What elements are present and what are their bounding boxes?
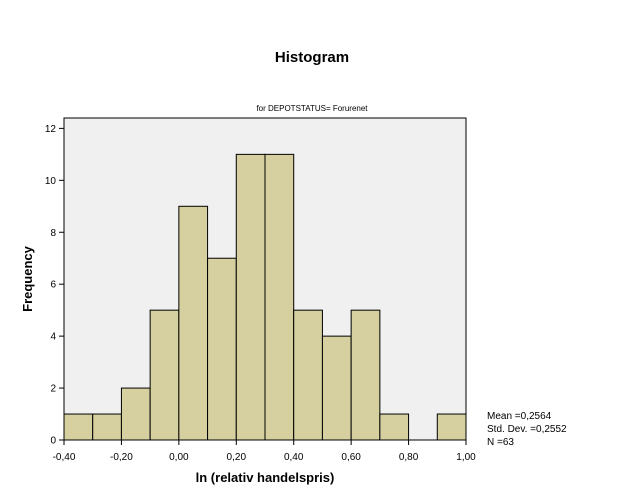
chart-subtitle: for DEPOTSTATUS= Forurenet [256,104,368,113]
stats-mean: Mean =0,2564 [487,411,552,422]
histogram-bar [92,413,122,441]
histogram-bar [120,387,151,441]
y-tick-label: 4 [50,332,56,343]
histogram-bar [321,335,352,441]
histogram-bar [293,309,323,441]
stats-n: N =63 [487,437,514,448]
y-tick-label: 12 [45,124,57,135]
chart-title: Histogram [275,49,349,66]
y-tick-label: 0 [50,436,56,447]
x-tick-label: 0,80 [399,452,419,463]
y-tick-label: 6 [50,280,56,291]
histogram-bar [178,205,209,441]
bars-group [63,153,467,441]
y-axis-label: Frequency [20,245,35,312]
x-tick-label: 0,20 [227,452,247,463]
y-tick-label: 10 [45,176,57,187]
histogram-bar [264,153,295,441]
y-axis: 0 2 4 6 8 10 12 [45,124,64,447]
x-tick-label: 1,00 [456,452,476,463]
x-tick-label: 0,00 [169,452,189,463]
stats-std-dev: Std. Dev. =0,2552 [487,424,567,435]
histogram-bar [379,413,410,441]
x-tick-label: -0,40 [53,452,76,463]
x-tick-label: 0,40 [284,452,304,463]
histogram-bar [63,413,94,441]
histogram-bar [207,257,237,441]
y-tick-label: 8 [50,228,56,239]
histogram-bar [350,309,381,441]
x-tick-label: 0,60 [341,452,361,463]
histogram-bar [235,153,266,441]
histogram-bar [149,309,180,441]
x-axis-label: ln (relativ handelspris) [196,470,335,485]
y-tick-label: 2 [50,384,56,395]
x-tick-label: -0,20 [110,452,133,463]
histogram-bar [436,413,467,441]
x-axis: -0,40 -0,20 0,00 0,20 0,40 0,60 0,80 1,00 [53,440,476,463]
